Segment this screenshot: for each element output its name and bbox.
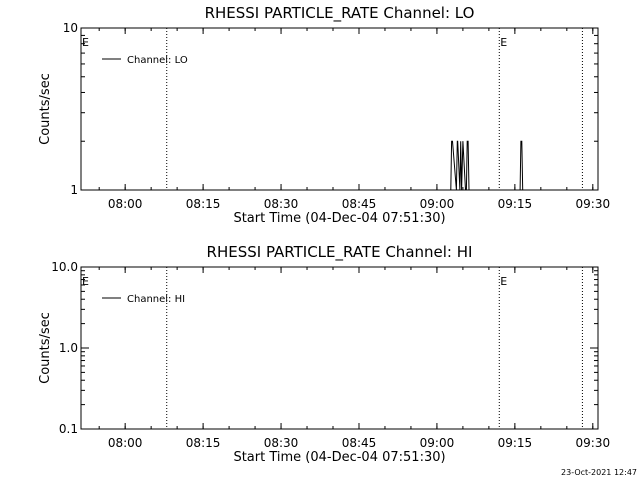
chart2-y-tick-label: 1.0 bbox=[59, 341, 78, 355]
chart2-x-tick-label: 08:00 bbox=[108, 436, 143, 450]
chart1-y-axis-label: Counts/sec bbox=[38, 73, 53, 145]
chart1-x-tick-label: 09:15 bbox=[498, 197, 533, 211]
chart1-series-line bbox=[450, 140, 524, 191]
chart1-legend-label: Channel: LO bbox=[127, 55, 188, 66]
chart1-x-tick-label: 08:30 bbox=[264, 197, 299, 211]
chart1-title: RHESSI PARTICLE_RATE Channel: LO bbox=[205, 4, 475, 23]
chart2-y-tick-label: 10.0 bbox=[51, 260, 78, 274]
chart2-x-tick-label: 08:15 bbox=[186, 436, 221, 450]
chart2-event-marker-label: E bbox=[500, 275, 507, 288]
chart1-x-tick-label: 08:00 bbox=[108, 197, 143, 211]
chart1-panel: RHESSI PARTICLE_RATE Channel: LO 08:00 08:… bbox=[38, 4, 610, 226]
chart2-x-tick-label: 08:45 bbox=[342, 436, 377, 450]
chart2-y-tick-label: 0.1 bbox=[59, 422, 78, 436]
chart2-x-tick-label: 09:00 bbox=[420, 436, 455, 450]
chart1-event-marker-label: E bbox=[500, 36, 507, 49]
chart2-plot-frame bbox=[80, 266, 599, 430]
chart2-y-axis-label: Counts/sec bbox=[38, 312, 53, 384]
chart1-edge-label: E bbox=[82, 36, 89, 49]
chart1-plot-frame bbox=[80, 27, 599, 191]
chart2-x-tick-label: 09:30 bbox=[576, 436, 611, 450]
chart1-x-tick-label: 09:00 bbox=[420, 197, 455, 211]
chart2-edge-label: E bbox=[82, 275, 89, 288]
chart1-x-tick-label: 09:30 bbox=[576, 197, 611, 211]
chart1-y-tick-label: 10 bbox=[63, 21, 78, 35]
chart2-x-tick-label: 09:15 bbox=[498, 436, 533, 450]
chart1-y-tick-label: 1 bbox=[70, 183, 78, 197]
chart1-x-tick-label: 08:45 bbox=[342, 197, 377, 211]
chart2-panel: RHESSI PARTICLE_RATE Channel: HI 08:00 08:… bbox=[38, 243, 610, 465]
chart2-legend-label: Channel: HI bbox=[127, 294, 185, 305]
chart2-x-axis-label: Start Time (04-Dec-04 07:51:30) bbox=[233, 450, 445, 465]
footer-timestamp: 23-Oct-2021 12:47 bbox=[561, 468, 637, 477]
chart1-x-tick-label: 08:15 bbox=[186, 197, 221, 211]
chart1-x-axis-label: Start Time (04-Dec-04 07:51:30) bbox=[233, 211, 445, 226]
chart2-title: RHESSI PARTICLE_RATE Channel: HI bbox=[207, 243, 473, 262]
chart2-x-tick-label: 08:30 bbox=[264, 436, 299, 450]
